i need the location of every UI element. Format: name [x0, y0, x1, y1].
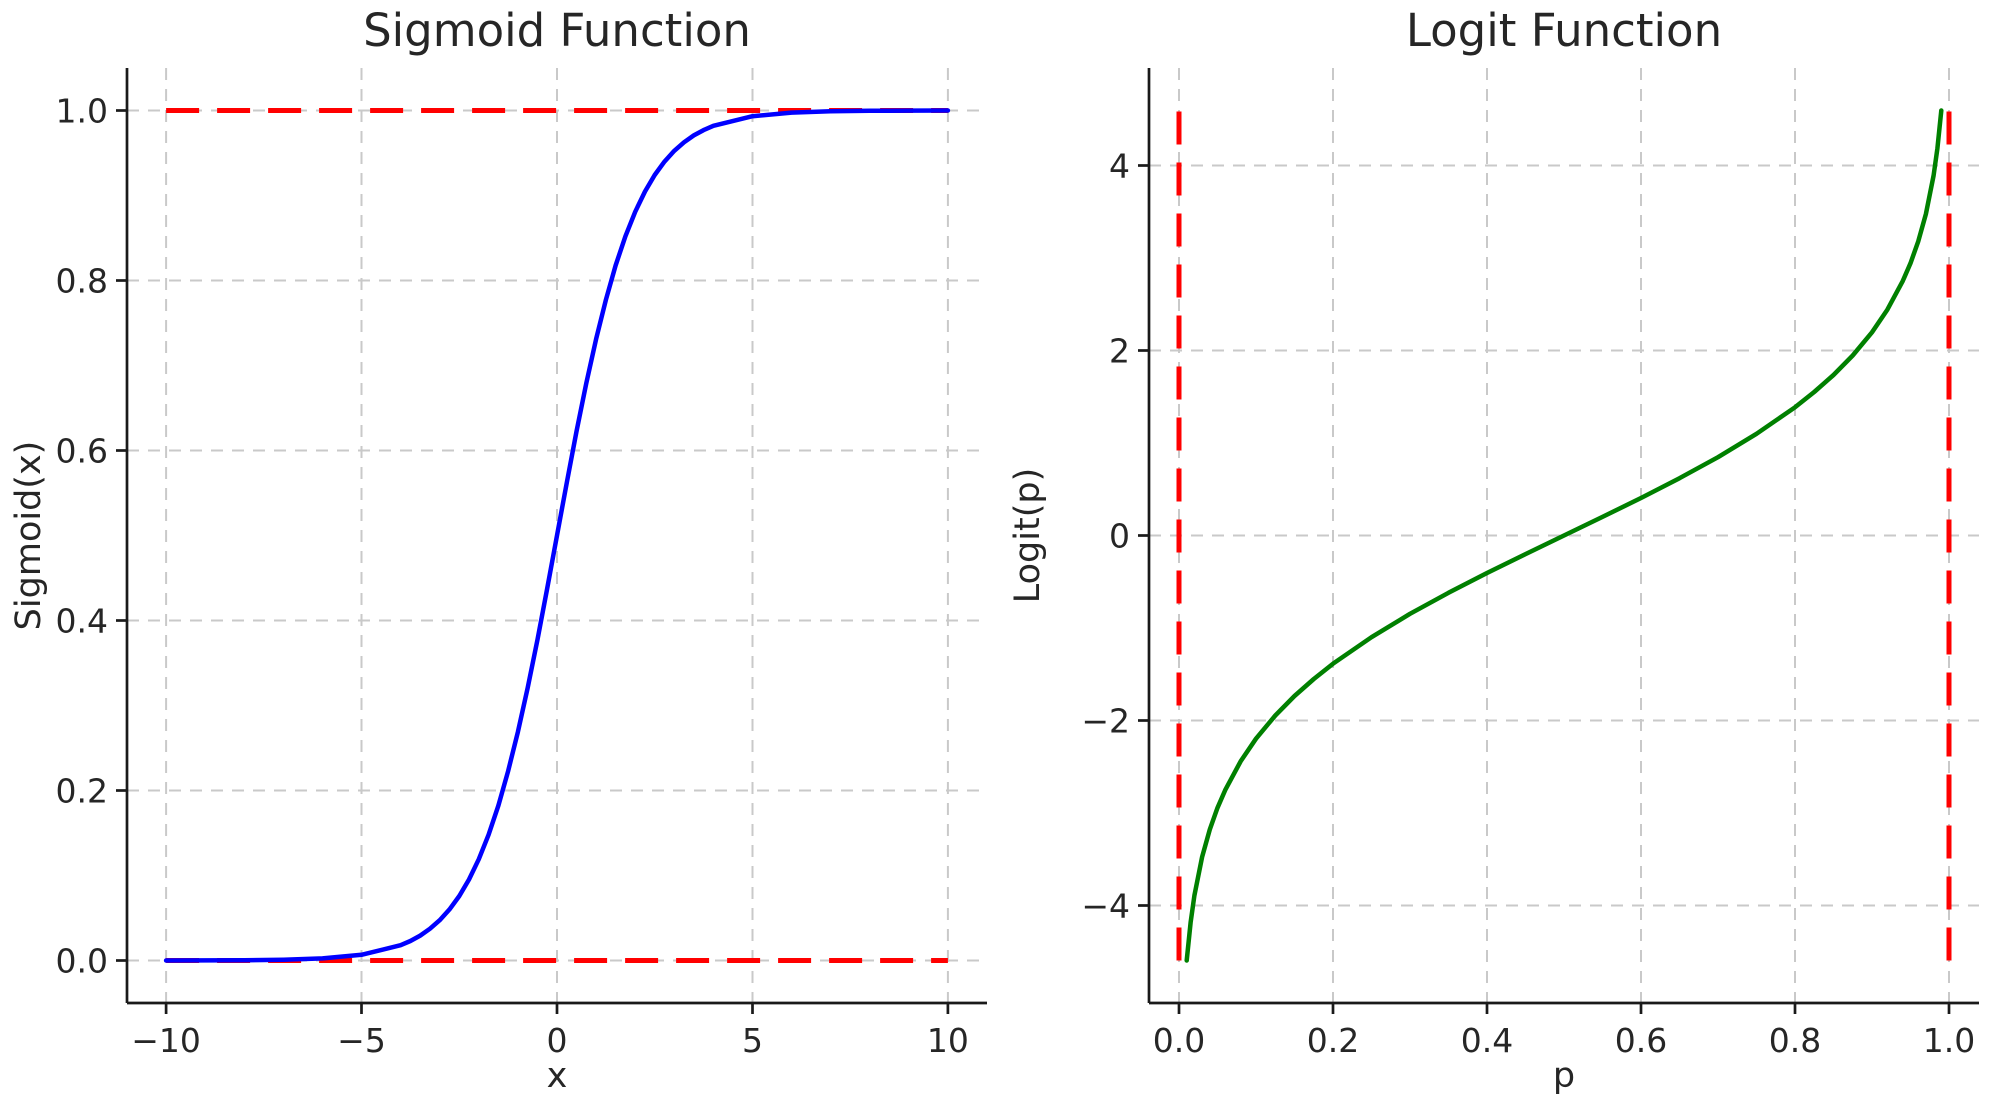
x-tick-label: −10 [131, 1021, 201, 1060]
y-tick-label: −2 [1081, 702, 1130, 741]
x-tick-label: 0.2 [1307, 1021, 1359, 1060]
x-tick-label: 5 [742, 1021, 763, 1060]
x-axis-label: p [1553, 1056, 1575, 1096]
y-tick-label: 2 [1109, 332, 1130, 371]
x-tick-label: 0.6 [1615, 1021, 1667, 1060]
plot-title: Sigmoid Function [363, 4, 751, 57]
plot-title: Logit Function [1406, 4, 1722, 57]
y-tick-label: 0.8 [56, 262, 108, 301]
y-axis-label: Sigmoid(x) [9, 441, 49, 631]
x-tick-label: 0 [547, 1021, 568, 1060]
y-tick-label: 0.6 [56, 432, 108, 471]
y-tick-label: 0.2 [56, 772, 108, 811]
y-tick-label: 0.4 [56, 602, 108, 641]
x-axis-label: x [547, 1056, 568, 1096]
x-tick-label: −5 [337, 1021, 386, 1060]
x-tick-label: 0.4 [1461, 1021, 1513, 1060]
x-tick-label: 0.8 [1769, 1021, 1821, 1060]
sigmoid-function-plot: −10 −5 0 5 10 0.0 0.2 0.4 0.6 0.8 1.0 Sigmoid Funct… [9, 4, 987, 1096]
logit-function-plot: 0.0 0.2 0.4 0.6 0.8 1.0 −4 −2 0 2 4 Logit Function p… [1008, 4, 1979, 1096]
y-tick-label: 4 [1109, 147, 1130, 186]
y-tick-label: −4 [1081, 887, 1130, 926]
y-tick-label: 0.0 [56, 942, 108, 981]
y-tick-label: 1.0 [56, 92, 108, 131]
x-tick-label: 10 [927, 1021, 969, 1060]
sigmoid-curve [163, 108, 951, 963]
logit-curve [1184, 108, 1944, 963]
x-tick-label: 0.0 [1153, 1021, 1205, 1060]
y-tick-label: 0 [1109, 517, 1130, 556]
y-axis-label: Logit(p) [1008, 468, 1048, 604]
x-tick-label: 1.0 [1923, 1021, 1975, 1060]
